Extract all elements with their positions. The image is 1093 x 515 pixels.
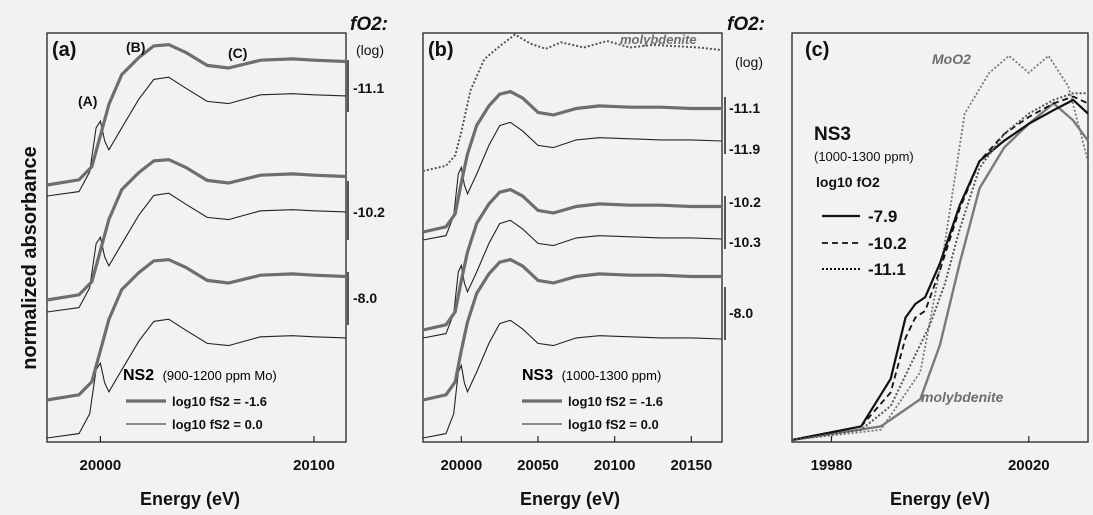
panel-c-sample-name: NS3 [814,124,851,145]
panel-b-tick-label-4: 20150 [670,457,712,474]
panel-c-frame [791,32,1089,443]
panel-b-tick-label-3: 20100 [594,457,636,474]
panel-c-tick-label-1: 19980 [811,457,853,474]
panel-b-ticks: 20000 20050 20100 20150 [440,436,712,474]
panel-c-x-axis-label: Energy (eV) [890,489,990,509]
panel-c-legend-title: log10 fO2 [816,174,880,190]
y-axis-label: normalized absorbance [19,146,41,369]
panel-b-curve-thick-2 [422,187,722,332]
panel-b-fo2-value-1a: -11.1 [729,100,760,116]
panel-a-curves [46,42,347,439]
panel-c-curves [791,54,1089,442]
panel-a-curve-thick-2 [46,157,347,302]
panel-b-sample-detail: (1000-1300 ppm) [562,368,662,383]
panel-b-fo2-value-3: -8.0 [729,305,753,321]
panel-a-curve-thick-3 [46,257,347,402]
panel-a-sample: NS2 (900-1200 ppm Mo) [123,367,277,384]
panel-a-curve-thin-1 [46,76,347,197]
panel-a-curve-thin-2 [46,192,347,313]
panel-b-curve-thick-1 [422,89,722,234]
panel-b-molybdenite-curve [422,33,723,172]
panel-c-tick-label-2: 20020 [1008,457,1050,474]
panel-b-x-axis-label: Energy (eV) [520,489,620,509]
panel-c-moo2-curve [791,54,1089,441]
panel-c-molybdenite-label: molybdenite [921,389,1004,405]
panel-b-fo2-value-1b: -11.9 [729,141,760,157]
panel-c-legend-label-3: -11.1 [868,260,906,279]
panel-a-label: (a) [52,39,76,61]
panel-b-curves [422,33,723,439]
panel-a-legend-label-thick: log10 fS2 = -1.6 [172,394,267,409]
panel-a-frame [46,32,347,443]
panel-a-fo2-value-1: -11.1 [353,80,384,96]
panel-b-sample: NS3 (1000-1300 ppm) [522,367,661,384]
panel-c-legend-label-2: -10.2 [868,234,907,253]
panel-c-moo2-label: MoO2 [932,51,971,67]
feature-label-a: (A) [78,93,97,109]
panel-c-sample-detail: (1000-1300 ppm) [814,149,914,164]
panel-a-curve-thick-1 [46,42,347,187]
panel-c-legend-label-1: -7.9 [868,207,897,226]
panel-b-label: (b) [428,39,454,61]
panel-b-frame [422,32,723,443]
panel-c-curve-dotted [791,92,1088,441]
panel-c-label: (c) [805,39,829,61]
feature-label-c: (C) [228,45,247,61]
panel-a: 20000 20100 (a) (A) (B) (C) fO2: (log) -1… [46,14,388,509]
panel-b-tick-label-1: 20000 [440,457,482,474]
panel-a-ticks: 20000 20100 [80,436,335,474]
panel-a-sample-detail: (900-1200 ppm Mo) [163,368,277,383]
panel-b-legend-label-thick: log10 fS2 = -1.6 [568,394,663,409]
panel-a-fo2-value-3: -8.0 [353,290,377,306]
panel-a-sample-name: NS2 [123,367,154,384]
panel-b: 20000 20050 20100 20150 (b) molybdenite fO2… [422,14,765,509]
panel-a-fo2-unit: (log) [356,42,384,58]
panel-b-legend-label-thin: log10 fS2 = 0.0 [568,417,659,432]
panel-a-fo2-value-2: -10.2 [353,204,385,220]
panel-c-curve-dashed [791,95,1089,441]
feature-label-b: (B) [126,39,145,55]
panel-c-curve-solid [791,98,1089,442]
panel-c: 19980 20020 (c) MoO2 molybdenite NS3 (100… [791,32,1089,509]
panel-b-curve-thin-1 [422,121,723,241]
panel-a-fo2-title: fO2: [350,14,388,35]
panel-c-ticks: 19980 20020 [811,436,1050,474]
panel-b-tick-label-2: 20050 [517,457,559,474]
panel-b-sample-name: NS3 [522,367,553,384]
panel-a-tick-label-1: 20000 [80,457,122,474]
panel-b-curve-thick-3 [422,257,722,402]
panel-a-legend-label-thin: log10 fS2 = 0.0 [172,417,263,432]
panel-b-curve-thin-2 [422,219,723,339]
panel-b-fo2-unit: (log) [735,54,763,70]
panel-b-fo2-value-2b: -10.3 [729,234,761,250]
panel-b-molybdenite-label: molybdenite [620,32,697,47]
panel-c-molybdenite-curve [791,101,1089,442]
panel-b-fo2-title: fO2: [727,14,765,35]
panel-a-x-axis-label: Energy (eV) [140,489,240,509]
panel-a-tick-label-2: 20100 [293,457,335,474]
panel-b-fo2-value-2a: -10.2 [729,194,761,210]
panel-a-curve-thin-3 [46,318,347,439]
